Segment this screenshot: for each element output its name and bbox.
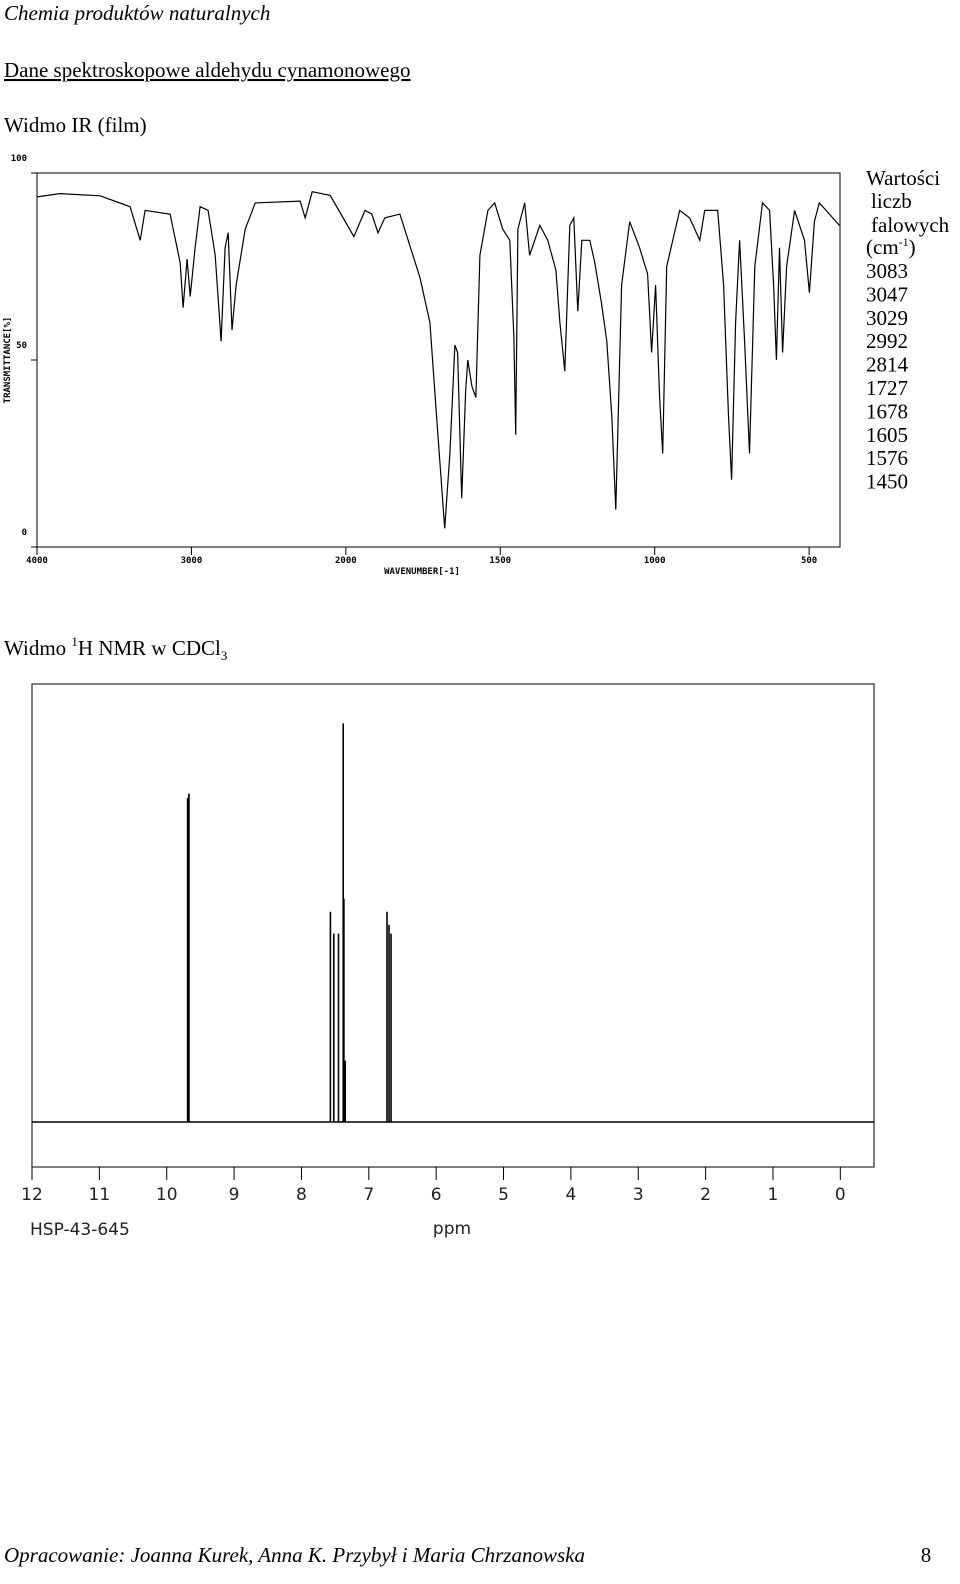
y-tick-label: 0 [22,528,27,538]
x-tick-label: 1000 [644,556,666,566]
x-tick-label: 2 [700,1185,711,1205]
heading: Dane spektroskopowe aldehydu cynamonoweg… [4,58,410,82]
x-axis-label: WAVENUMBER[-1] [384,567,460,577]
caption-sup: 1 [71,634,78,649]
x-axis-label: ppm [433,1219,471,1239]
wavenumber-value: 1450 [866,470,908,494]
footer-authors: Opracowanie: Joanna Kurek, Anna K. Przyb… [4,1543,585,1567]
x-tick-label: 0 [835,1185,846,1205]
x-tick-label: 6 [431,1185,442,1205]
x-tick-label: 11 [89,1185,111,1205]
spectrum-id: HSP-43-645 [30,1220,130,1240]
header: Chemia produktów naturalnych [4,1,270,25]
ir-caption: Widmo IR (film) [4,113,147,137]
x-tick-label: 3000 [181,556,203,566]
y-tick-label: 100 [11,154,27,164]
x-tick-label: 1500 [489,556,511,566]
side-title: Wartości [866,166,940,190]
wavenumber-value: 1576 [866,446,908,470]
wavenumber-value: 2992 [866,329,908,353]
x-tick-label: 10 [156,1185,178,1205]
wavenumber-value: 3047 [866,282,908,306]
caption: H NMR w CDCl [78,636,221,660]
caption: Widmo [4,636,71,660]
x-tick-label: 8 [296,1185,307,1205]
side-unit: (cm-1) [866,235,916,259]
x-tick-label: 1 [768,1185,779,1205]
x-tick-label: 7 [363,1185,374,1205]
unit: ) [909,235,916,259]
x-tick-label: 5 [498,1185,509,1205]
x-tick-label: 9 [229,1185,240,1205]
y-tick-label: 50 [16,341,27,351]
unit: (cm [866,235,899,259]
side-title: liczb [871,189,912,213]
x-tick-label: 4000 [26,556,48,566]
spectrum-line [36,190,840,529]
side-title: falowych [871,213,950,237]
x-tick-label: 12 [21,1185,43,1205]
wavenumber-value: 1605 [866,423,908,447]
page-number: 8 [921,1543,932,1567]
caption-sub: 3 [221,648,228,663]
wavenumber-value: 3029 [866,306,908,330]
x-tick-label: 3 [633,1185,644,1205]
x-tick-label: 500 [801,556,817,566]
wavenumber-value: 2814 [866,353,909,377]
x-tick-label: 4 [565,1185,576,1205]
unit-sup: -1 [899,235,909,249]
plot-frame [31,683,875,1168]
x-tick-label: 2000 [335,556,357,566]
wavenumber-value: 1727 [866,376,908,400]
wavenumber-value: 1678 [866,399,908,423]
y-axis-label: TRANSMITTANCE[%] [3,317,13,404]
wavenumber-value: 3083 [866,259,908,283]
nmr-caption: Widmo 1H NMR w CDCl3 [4,634,227,663]
